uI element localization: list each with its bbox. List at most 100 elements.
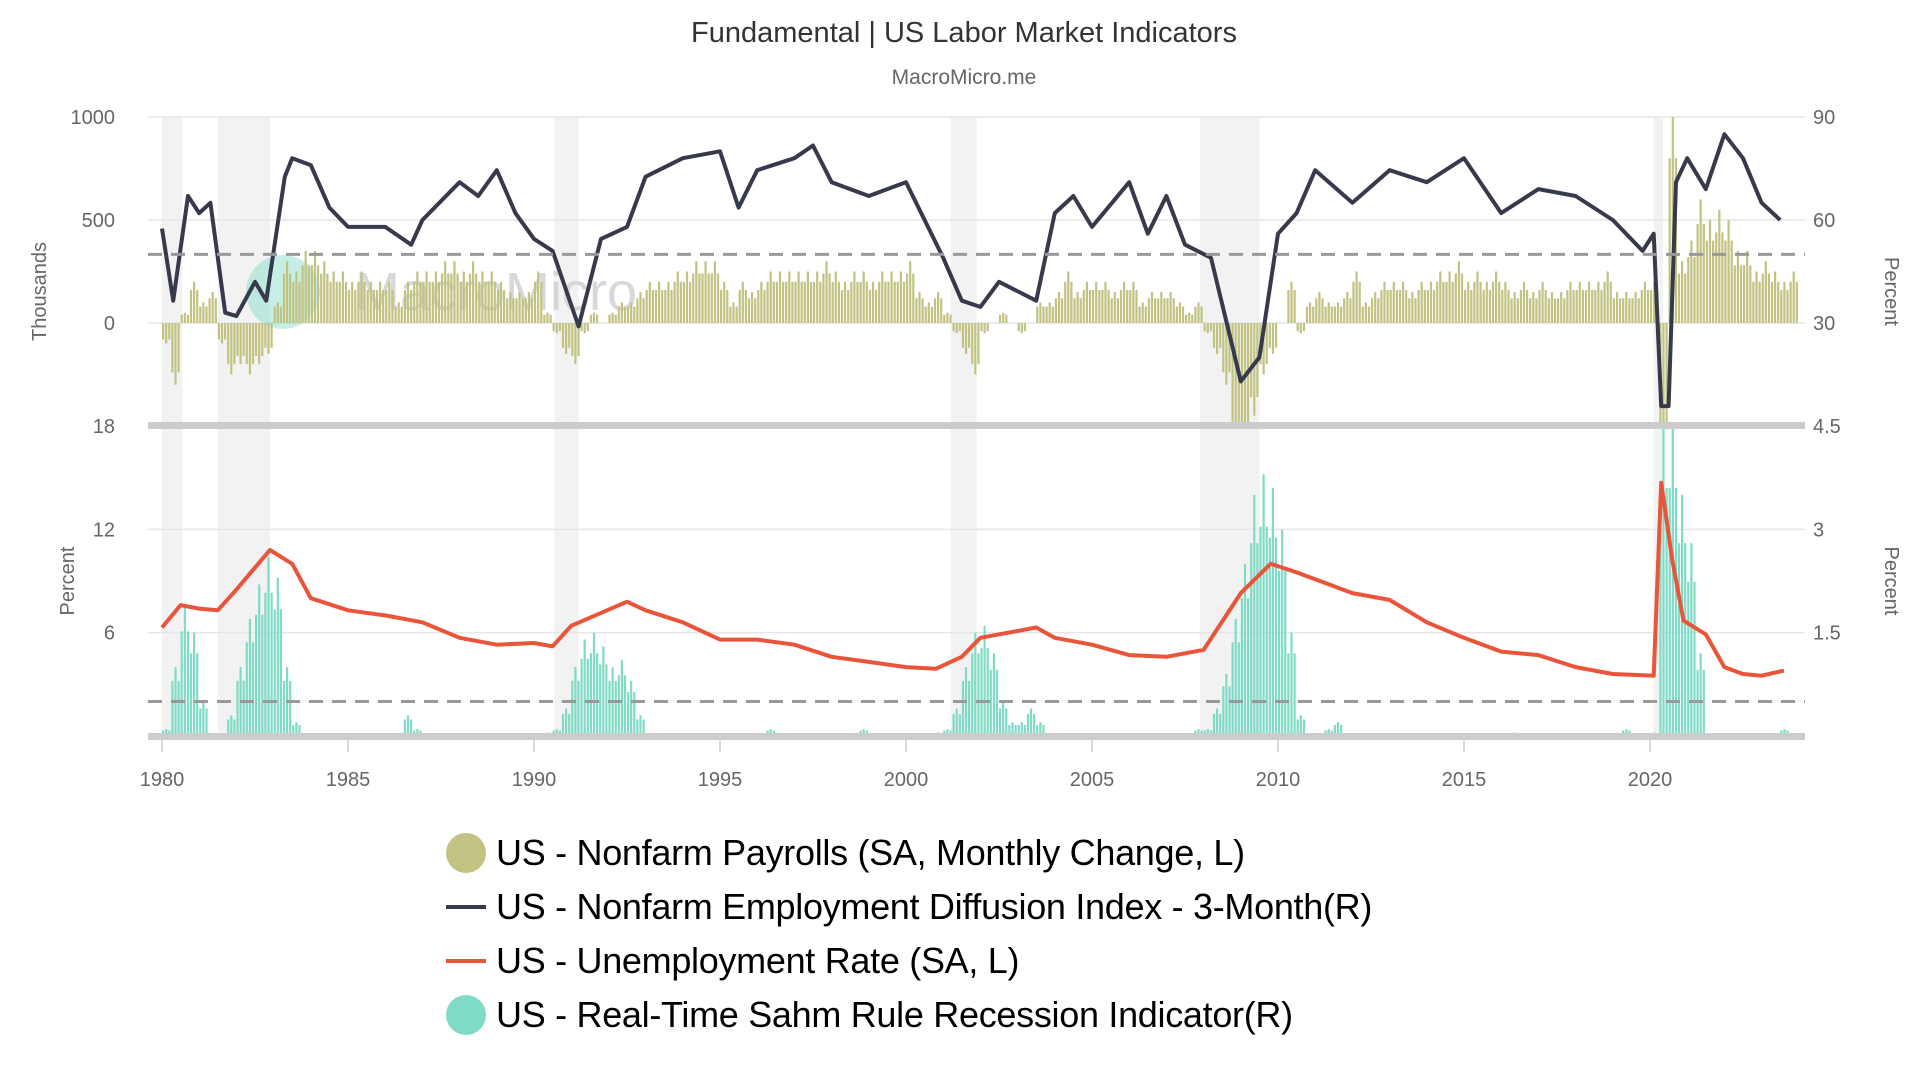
bar-nonfarm-payrolls xyxy=(1231,323,1234,422)
bar-nonfarm-payrolls xyxy=(1234,323,1237,426)
bar-nonfarm-payrolls xyxy=(871,281,875,323)
bar-nonfarm-payrolls xyxy=(410,290,413,323)
bar-nonfarm-payrolls xyxy=(385,290,388,323)
bar-nonfarm-payrolls xyxy=(720,290,723,323)
bar-nonfarm-payrolls xyxy=(977,323,980,365)
bar-nonfarm-payrolls xyxy=(301,265,304,323)
gridlines xyxy=(148,116,1805,634)
bar-nonfarm-payrolls xyxy=(189,290,193,323)
bar-nonfarm-payrolls xyxy=(1532,292,1535,323)
bar-sahm-rule xyxy=(1262,474,1265,736)
bar-sahm-rule xyxy=(1674,488,1677,736)
bar-nonfarm-payrolls xyxy=(162,323,165,340)
bar-nonfarm-payrolls xyxy=(1730,240,1733,323)
bar-sahm-rule xyxy=(1268,537,1271,736)
bar-nonfarm-payrolls xyxy=(1132,281,1135,323)
bar-nonfarm-payrolls xyxy=(1203,323,1206,332)
bar-sahm-rule xyxy=(1023,724,1026,736)
bar-sahm-rule xyxy=(1299,715,1302,736)
x-axis-line xyxy=(148,733,1805,740)
bar-nonfarm-payrolls xyxy=(369,281,372,323)
bar-sahm-rule xyxy=(292,724,295,736)
legend-item-diffusion-index[interactable]: US - Nonfarm Employment Diffusion Index … xyxy=(446,880,1372,934)
bar-sahm-rule xyxy=(1684,543,1687,736)
legend-item-unemployment-rate[interactable]: US - Unemployment Rate (SA, L) xyxy=(446,934,1372,988)
bar-nonfarm-payrolls xyxy=(902,281,906,323)
bar-nonfarm-payrolls xyxy=(1448,271,1451,323)
bar-nonfarm-payrolls xyxy=(1553,298,1557,323)
bar-sahm-rule xyxy=(1274,537,1278,736)
bar-nonfarm-payrolls xyxy=(713,261,716,323)
bar-nonfarm-payrolls xyxy=(199,306,202,323)
bar-nonfarm-payrolls xyxy=(850,281,853,323)
bar-sahm-rule xyxy=(255,614,258,736)
bar-nonfarm-payrolls xyxy=(394,306,397,323)
bar-nonfarm-payrolls xyxy=(1098,290,1101,323)
line-diffusion-index xyxy=(160,132,1782,409)
bar-nonfarm-payrolls xyxy=(267,323,270,354)
bar-nonfarm-payrolls xyxy=(689,281,692,323)
bar-nonfarm-payrolls xyxy=(1653,281,1656,323)
bar-sahm-rule xyxy=(617,675,620,736)
bar-nonfarm-payrolls xyxy=(1185,314,1188,323)
bar-nonfarm-payrolls xyxy=(682,281,685,323)
bar-nonfarm-payrolls xyxy=(1699,199,1702,323)
bar-sahm-rule xyxy=(1281,529,1284,736)
bar-nonfarm-payrolls xyxy=(1507,290,1510,323)
bar-nonfarm-payrolls xyxy=(1020,323,1023,334)
legend-label: US - Nonfarm Payrolls (SA, Monthly Chang… xyxy=(496,832,1245,873)
bar-nonfarm-payrolls xyxy=(273,306,276,323)
bar-sahm-rule xyxy=(1302,719,1305,736)
bar-nonfarm-payrolls xyxy=(1541,281,1544,323)
left-axis-tick-label: 0 xyxy=(104,313,115,335)
bar-sahm-rule xyxy=(952,713,955,736)
bar-sahm-rule xyxy=(1030,708,1033,736)
bar-nonfarm-payrolls xyxy=(1470,290,1473,323)
bar-sahm-rule xyxy=(410,719,413,736)
legend-item-sahm-rule[interactable]: US - Real-Time Sahm Rule Recession Indic… xyxy=(446,988,1372,1042)
bar-nonfarm-payrolls xyxy=(1519,290,1522,323)
bar-nonfarm-payrolls xyxy=(723,281,726,323)
bar-nonfarm-payrolls xyxy=(1411,292,1414,323)
bar-nonfarm-payrolls xyxy=(1650,290,1653,323)
bar-nonfarm-payrolls xyxy=(220,323,224,344)
bar-nonfarm-payrolls xyxy=(806,271,809,323)
bar-sahm-rule xyxy=(248,618,251,736)
bar-nonfarm-payrolls xyxy=(261,323,264,356)
bar-nonfarm-payrolls xyxy=(778,271,782,323)
bar-nonfarm-payrolls xyxy=(307,265,310,323)
right-axis-tick-label: 30 xyxy=(1813,313,1835,335)
bar-nonfarm-payrolls xyxy=(1436,281,1439,323)
bar-sahm-rule xyxy=(1783,729,1786,736)
left-axis-tick-label: 500 xyxy=(82,210,115,232)
legend-item-nonfarm-payrolls[interactable]: US - Nonfarm Payrolls (SA, Monthly Chang… xyxy=(446,826,1372,880)
bar-nonfarm-payrolls xyxy=(701,273,704,323)
legend-label: US - Unemployment Rate (SA, L) xyxy=(496,940,1020,981)
bar-sahm-rule xyxy=(769,729,772,736)
bar-nonfarm-payrolls xyxy=(1439,271,1442,323)
x-axis-tick-label: 1990 xyxy=(512,769,557,791)
bar-sahm-rule xyxy=(171,680,174,736)
bar-nonfarm-payrolls xyxy=(1265,323,1268,365)
bar-nonfarm-payrolls xyxy=(1402,281,1405,323)
bar-nonfarm-payrolls xyxy=(797,271,800,323)
bar-nonfarm-payrolls xyxy=(1104,281,1107,323)
bar-sahm-rule xyxy=(183,605,186,736)
bar-nonfarm-payrolls xyxy=(1042,306,1045,323)
bar-nonfarm-payrolls xyxy=(676,271,679,323)
bar-sahm-rule xyxy=(289,680,292,736)
bar-nonfarm-payrolls xyxy=(1374,292,1377,323)
bar-nonfarm-payrolls xyxy=(964,323,968,354)
bar-nonfarm-payrolls xyxy=(1488,290,1491,323)
bar-sahm-rule xyxy=(1287,653,1290,736)
bar-nonfarm-payrolls xyxy=(1522,281,1526,323)
bar-nonfarm-payrolls xyxy=(878,281,881,323)
axis-ticks: 1000 500 0 90 60 30 Thousands Percent 18 12 6 4.5 3 1… xyxy=(29,107,1902,791)
bar-nonfarm-payrolls xyxy=(1355,271,1358,323)
bar-sahm-rule xyxy=(971,653,974,736)
bar-nonfarm-payrolls xyxy=(716,273,720,323)
bar-sahm-rule xyxy=(561,713,565,736)
bar-sahm-rule xyxy=(1677,543,1681,736)
bar-nonfarm-payrolls xyxy=(1733,265,1736,323)
bar-nonfarm-payrolls xyxy=(865,281,868,323)
